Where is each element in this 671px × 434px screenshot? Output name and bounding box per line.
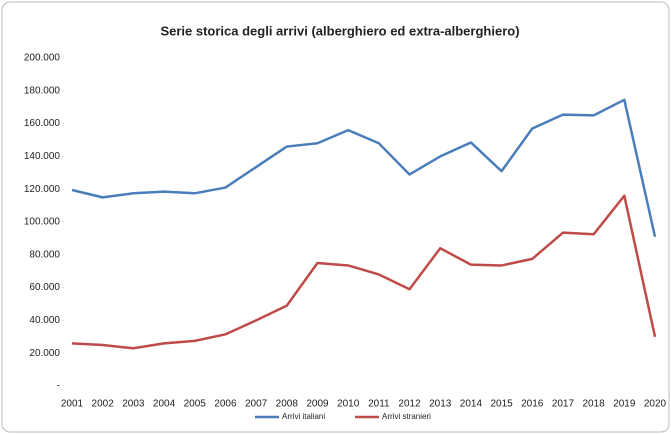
x-tick-label: 2016 xyxy=(521,399,544,410)
legend-label: Arrivi stranieri xyxy=(382,412,431,421)
x-tick-label: 2010 xyxy=(337,399,360,410)
x-tick-label: 2008 xyxy=(276,399,299,410)
x-tick-label: 2006 xyxy=(214,399,237,410)
x-tick-label: 2009 xyxy=(306,399,329,410)
y-tick-label: 120.000 xyxy=(24,184,61,195)
x-tick-label: 2019 xyxy=(613,399,636,410)
x-tick-label: 2002 xyxy=(92,399,115,410)
x-tick-label: 2018 xyxy=(583,399,606,410)
x-tick-label: 2013 xyxy=(429,399,452,410)
x-tick-label: 2014 xyxy=(460,399,483,410)
series-line xyxy=(71,194,657,350)
x-tick-label: 2003 xyxy=(122,399,145,410)
x-tick-label: 2001 xyxy=(61,399,84,410)
x-tick-label: 2004 xyxy=(153,399,176,410)
y-tick-label: 200.000 xyxy=(24,53,61,64)
y-tick-label: 180.000 xyxy=(24,85,61,96)
x-tick-label: 2015 xyxy=(490,399,513,410)
x-tick-label: 2011 xyxy=(368,399,390,410)
y-tick-label: 40.000 xyxy=(29,315,60,326)
y-tick-label: 140.000 xyxy=(24,151,61,162)
x-tick-label: 2007 xyxy=(245,399,268,410)
y-tick-label: - xyxy=(57,381,60,392)
chart-title: Serie storica degli arrivi (alberghiero … xyxy=(160,23,519,38)
y-tick-label: 20.000 xyxy=(29,348,60,359)
x-tick-label: 2020 xyxy=(644,399,667,410)
y-tick-label: 100.000 xyxy=(24,217,61,228)
series-line xyxy=(71,98,657,238)
legend-label: Arrivi italiani xyxy=(282,412,325,421)
x-tick-label: 2017 xyxy=(552,399,575,410)
y-tick-label: 160.000 xyxy=(24,118,61,129)
y-tick-label: 60.000 xyxy=(29,282,60,293)
y-tick-label: 80.000 xyxy=(29,249,60,260)
x-tick-label: 2005 xyxy=(184,399,207,410)
x-tick-label: 2012 xyxy=(398,399,421,410)
